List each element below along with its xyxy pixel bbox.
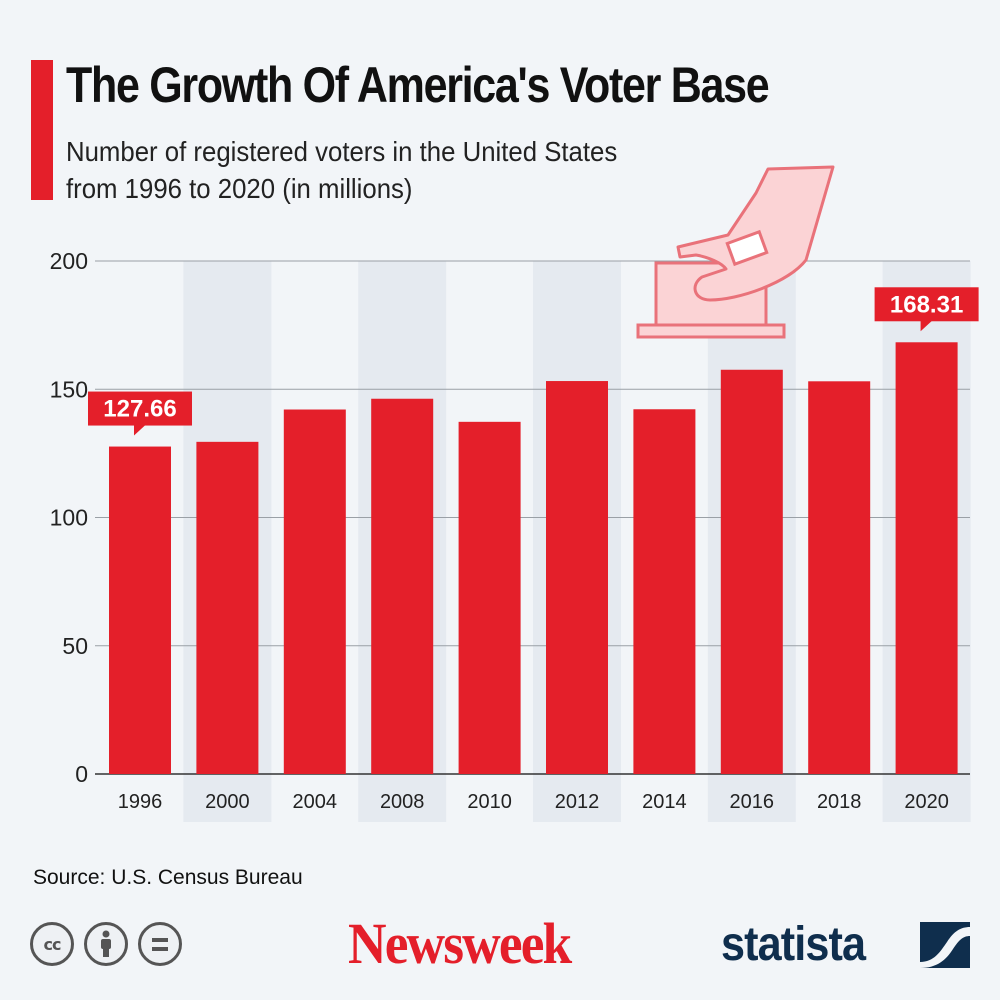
x-tick-label: 2012 [555,791,600,813]
newsweek-logo[interactable]: Newsweek [348,910,570,977]
x-tick-label: 2004 [293,791,338,813]
equals-glyph [152,938,168,951]
bar-2020 [896,342,958,774]
bar-1996 [109,447,171,774]
x-tick-label: 1996 [118,791,163,813]
bar-2016 [721,370,783,774]
x-tick-label: 2018 [817,791,862,813]
x-tick-label: 2016 [730,791,775,813]
bar-2008 [371,399,433,774]
y-axis-ticks: 0 50 100 150 200 [50,248,88,787]
bar-2004 [284,410,346,774]
x-tick-label: 2020 [904,791,949,813]
y-tick-label: 100 [50,505,88,531]
data-label-text: 127.66 [103,396,176,423]
bar-2018 [808,381,870,774]
x-tick-label: 2010 [467,791,512,813]
bar-2014 [633,409,695,774]
x-tick-label: 2000 [205,791,250,813]
bar-2012 [546,381,608,774]
no-derivatives-icon[interactable] [138,922,182,966]
data-label-1996: 127.66 [88,392,192,436]
ballot-box-base [638,325,784,337]
y-tick-label: 150 [50,376,88,402]
license-icons: cc [30,922,182,966]
person-glyph [96,930,116,958]
cc-label: cc [44,935,61,954]
x-tick-label: 2014 [642,791,687,813]
bar-2010 [459,422,521,774]
data-label-text: 168.31 [890,291,963,318]
y-tick-label: 50 [62,633,88,659]
statista-logo[interactable]: statista [721,917,865,972]
x-tick-label: 2008 [380,791,425,813]
y-tick-label: 200 [50,248,88,274]
data-label-pointer [134,425,146,436]
source-note: Source: U.S. Census Bureau [33,866,303,890]
cc-icon[interactable]: cc [30,922,74,966]
ballot-box-icon [638,167,833,337]
y-tick-label: 0 [75,761,88,787]
bar-2000 [196,442,258,774]
attribution-icon[interactable] [84,922,128,966]
bar-chart: 0 50 100 150 200 1996 2000 2004 2008 2010 2012 201… [0,0,1000,860]
statista-logo-icon[interactable] [920,922,970,968]
